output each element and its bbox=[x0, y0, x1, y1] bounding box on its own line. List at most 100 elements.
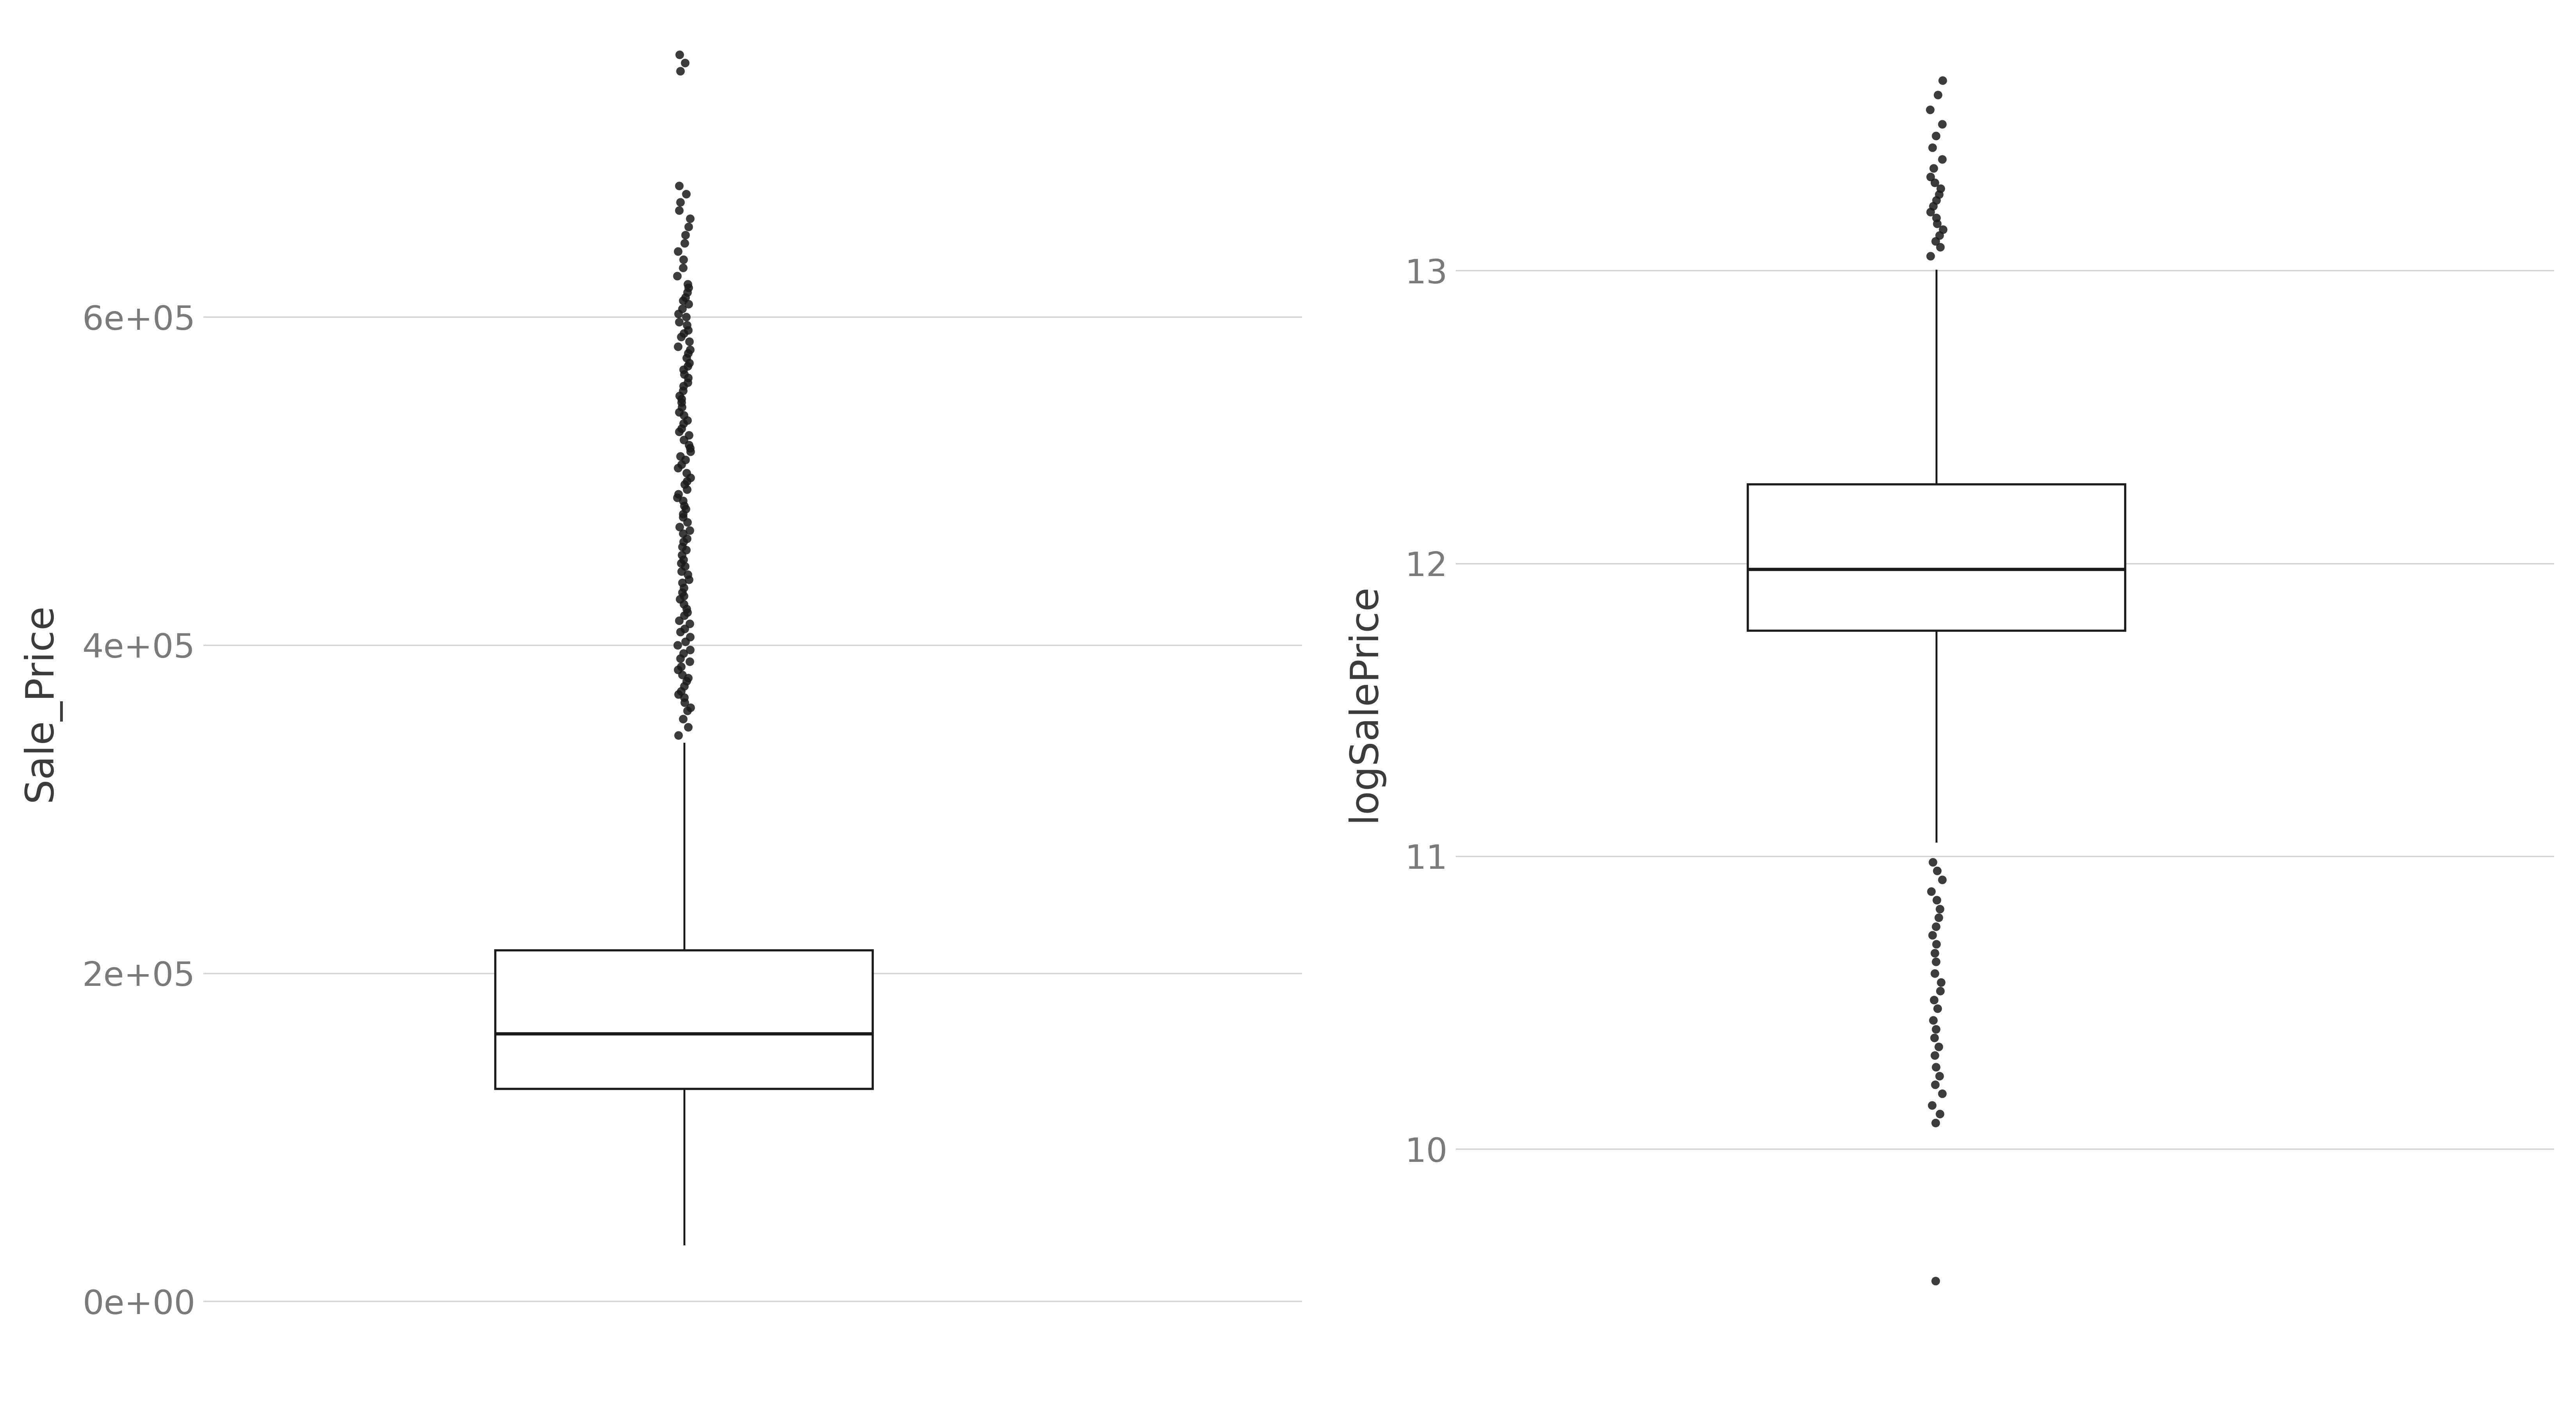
Point bbox=[665, 584, 706, 607]
Point bbox=[1917, 915, 1958, 937]
Point bbox=[665, 306, 706, 329]
Point bbox=[659, 655, 701, 677]
Point bbox=[1917, 998, 1958, 1020]
Point bbox=[667, 424, 708, 447]
Y-axis label: logSalePrice: logSalePrice bbox=[1345, 583, 1383, 822]
Point bbox=[662, 576, 703, 599]
Point bbox=[659, 59, 701, 81]
Point bbox=[667, 355, 708, 378]
Point bbox=[662, 708, 703, 731]
Point bbox=[665, 555, 706, 577]
Point bbox=[670, 440, 711, 462]
Point bbox=[1919, 183, 1960, 205]
Point bbox=[659, 587, 701, 610]
Point bbox=[662, 322, 703, 344]
Point bbox=[662, 375, 703, 398]
Point bbox=[662, 489, 703, 511]
Point bbox=[659, 420, 701, 443]
Point bbox=[1914, 1009, 1955, 1031]
Point bbox=[670, 518, 711, 541]
Point bbox=[1919, 979, 1960, 1002]
Point bbox=[662, 454, 703, 476]
Point bbox=[667, 462, 708, 485]
Point bbox=[657, 483, 698, 506]
Point bbox=[667, 469, 708, 492]
Point bbox=[657, 264, 698, 287]
Point bbox=[662, 289, 703, 312]
Point bbox=[662, 582, 703, 604]
Point bbox=[662, 379, 703, 402]
Point bbox=[662, 429, 703, 451]
Point bbox=[662, 405, 703, 427]
Point bbox=[659, 445, 701, 468]
Point bbox=[670, 651, 711, 673]
Point bbox=[662, 535, 703, 558]
Point bbox=[1922, 148, 1963, 170]
Point bbox=[670, 639, 711, 662]
Point bbox=[662, 663, 703, 686]
Point bbox=[657, 683, 698, 705]
Point bbox=[670, 437, 711, 459]
Point bbox=[665, 287, 706, 309]
Point bbox=[1917, 190, 1958, 212]
Point bbox=[1917, 84, 1958, 107]
Point bbox=[667, 666, 708, 688]
Point bbox=[665, 631, 706, 653]
Point bbox=[1914, 1027, 1955, 1050]
Point bbox=[662, 506, 703, 528]
Point bbox=[659, 400, 701, 423]
Point bbox=[1914, 962, 1955, 985]
Y-axis label: Sale_Price: Sale_Price bbox=[21, 603, 62, 802]
Point bbox=[670, 613, 711, 635]
Point bbox=[1909, 166, 1950, 188]
Point bbox=[659, 552, 701, 575]
Point bbox=[657, 240, 698, 263]
Point bbox=[1922, 971, 1963, 993]
Point bbox=[659, 174, 701, 197]
Point bbox=[667, 215, 708, 237]
Point bbox=[659, 621, 701, 643]
Point bbox=[1919, 177, 1960, 200]
Point bbox=[665, 686, 706, 708]
Point bbox=[657, 659, 698, 681]
Point bbox=[1917, 212, 1958, 235]
Point bbox=[662, 249, 703, 271]
Point bbox=[1914, 1073, 1955, 1096]
Point bbox=[1922, 868, 1963, 891]
Point bbox=[662, 413, 703, 436]
Point bbox=[667, 273, 708, 295]
Point bbox=[657, 302, 698, 325]
Point bbox=[662, 396, 703, 419]
Point bbox=[667, 281, 708, 303]
Point bbox=[662, 358, 703, 381]
Point bbox=[657, 457, 698, 479]
Point bbox=[662, 544, 703, 566]
Point bbox=[670, 351, 711, 374]
Point bbox=[1911, 880, 1953, 902]
Point bbox=[659, 200, 701, 222]
Point bbox=[670, 330, 711, 353]
Point bbox=[659, 311, 701, 333]
Point bbox=[665, 617, 706, 639]
Point bbox=[657, 724, 698, 746]
Point bbox=[665, 495, 706, 517]
Point bbox=[1919, 236, 1960, 259]
Point bbox=[659, 610, 701, 632]
Point bbox=[670, 339, 711, 361]
Point bbox=[667, 601, 708, 624]
Point bbox=[1919, 1103, 1960, 1125]
Point bbox=[665, 473, 706, 496]
Point bbox=[670, 697, 711, 719]
Point bbox=[670, 208, 711, 230]
Point bbox=[665, 52, 706, 74]
Point bbox=[1911, 136, 1953, 159]
Point bbox=[1922, 69, 1963, 91]
Point bbox=[670, 466, 711, 489]
Point bbox=[667, 434, 708, 457]
Point bbox=[662, 391, 703, 413]
Point bbox=[1917, 933, 1958, 955]
Point bbox=[662, 257, 703, 280]
Point bbox=[665, 183, 706, 205]
Point bbox=[1914, 157, 1955, 180]
Point bbox=[1922, 218, 1963, 240]
